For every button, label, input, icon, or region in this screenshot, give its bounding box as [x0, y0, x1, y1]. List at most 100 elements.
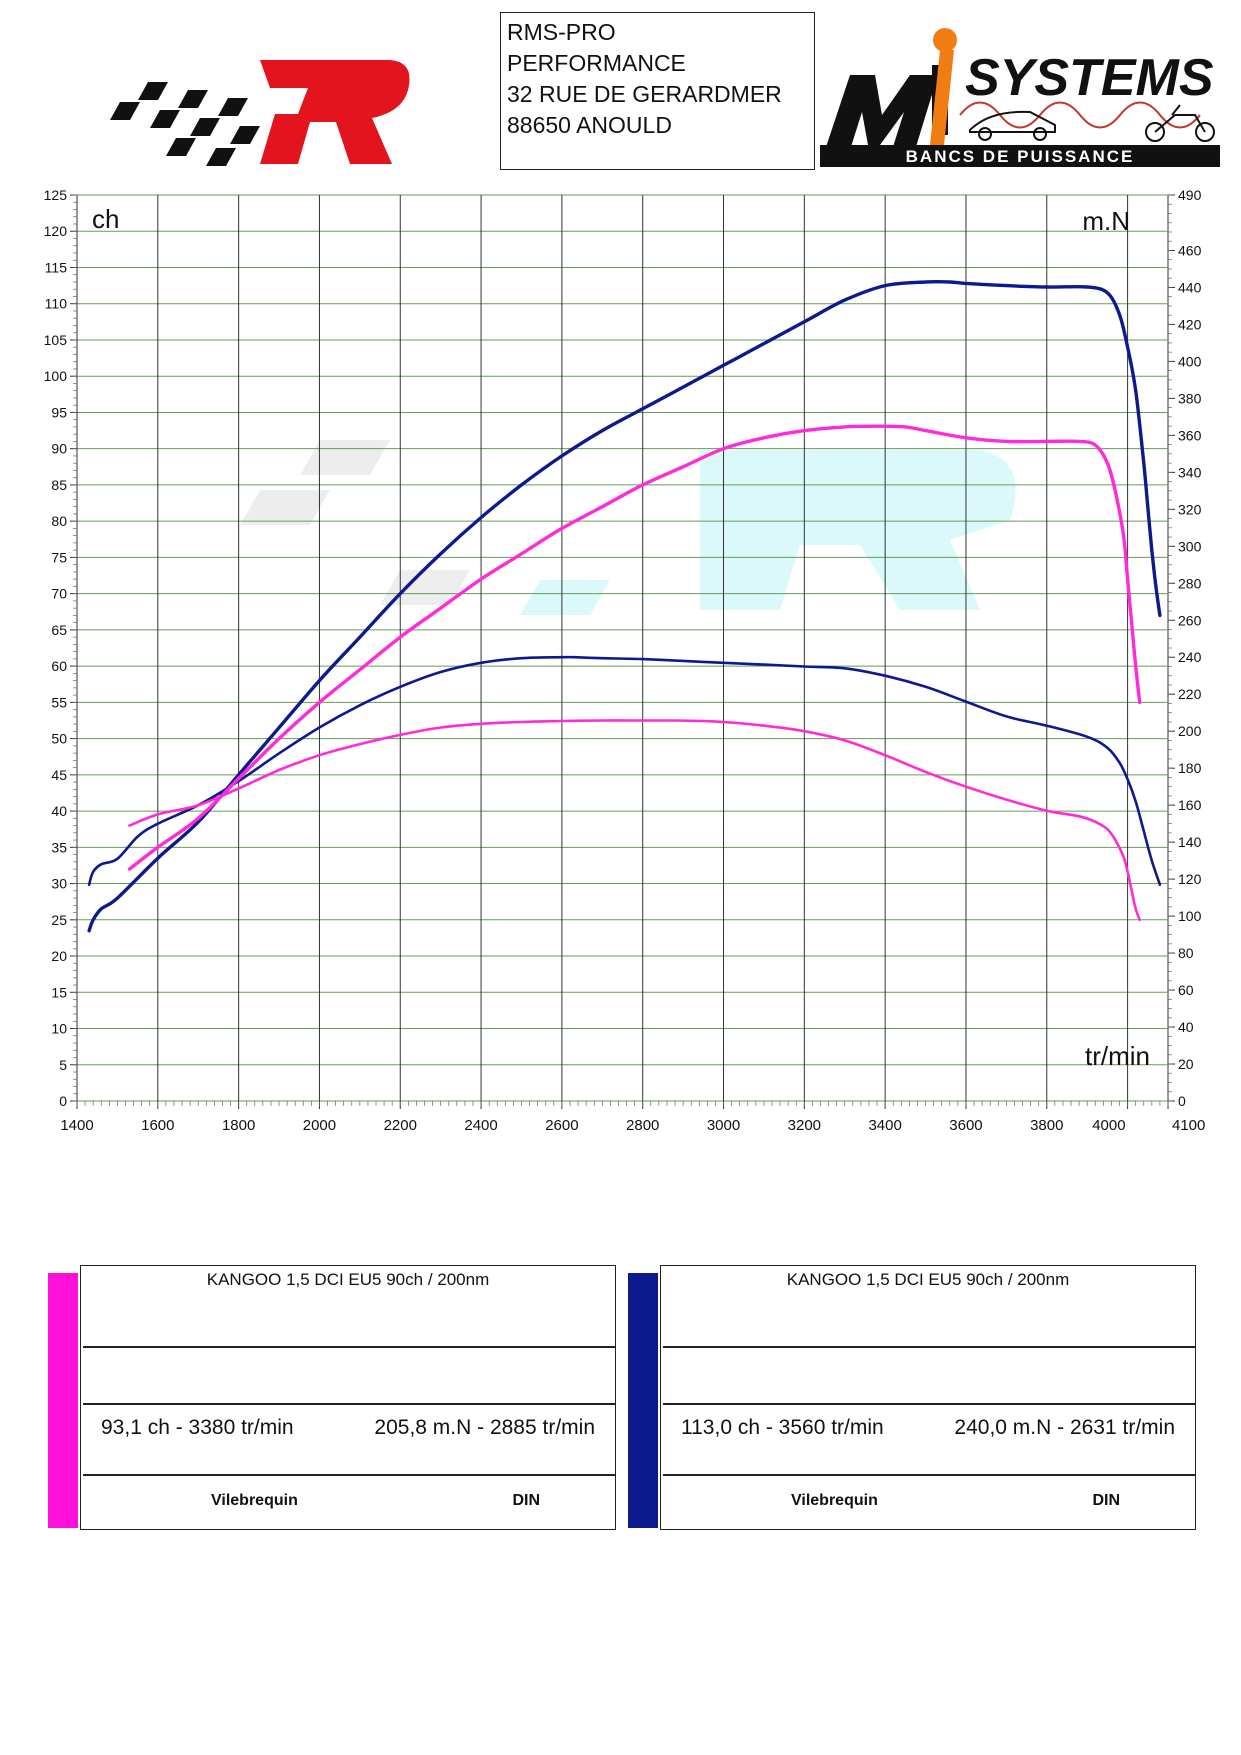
y-left-tick-label: 120: [44, 223, 68, 239]
y-right-tick-label: 280: [1178, 575, 1202, 591]
watermark-logo: [240, 440, 1016, 615]
x-tick-label: 1400: [60, 1117, 93, 1134]
y-left-tick-label: 70: [51, 586, 67, 602]
y-left-tick-label: 40: [51, 803, 67, 819]
card-divider: [83, 1474, 615, 1476]
y-right-tick-label: 220: [1178, 686, 1202, 702]
x-unit-label: tr/min: [1085, 1041, 1150, 1071]
y-left-tick-label: 110: [45, 296, 68, 312]
y-left-tick-label: 30: [51, 876, 67, 892]
y-right-tick-label: 140: [1178, 834, 1202, 850]
address-line-4: 88650 ANOULD: [507, 112, 672, 138]
x-tick-label: 1600: [141, 1117, 174, 1134]
y-left-tick-label: 15: [51, 984, 67, 1000]
y-right-tick-label: 400: [1178, 353, 1202, 369]
card-power-value: 113,0 ch - 3560 tr/min: [681, 1416, 884, 1439]
y-left-tick-label: 105: [44, 332, 68, 348]
red-r-icon: [260, 60, 410, 164]
y-left-tick-label: 0: [59, 1093, 67, 1109]
misystems-logo: SYSTEMS BANCS DE PUISSANCE: [820, 28, 1220, 167]
i-dot-icon: [933, 28, 957, 52]
x-tick-label: 3200: [788, 1117, 821, 1134]
y-right-tick-label: 340: [1178, 464, 1202, 480]
y-right-tick-label: 0: [1178, 1093, 1186, 1109]
card-torque-value: 205,8 m.N - 2885 tr/min: [374, 1416, 595, 1439]
x-tick-label: 3800: [1030, 1117, 1063, 1134]
series-line-pink-torque: [128, 719, 1141, 922]
y-left-tick-label: 115: [45, 259, 68, 275]
card-torque-value: 240,0 m.N - 2631 tr/min: [954, 1416, 1175, 1439]
card-divider: [83, 1403, 615, 1405]
y-right-tick-label: 320: [1178, 501, 1202, 517]
x-tick-label: 4100: [1172, 1117, 1205, 1134]
card-norm: DIN: [512, 1492, 540, 1509]
y-left-tick-label: 65: [51, 622, 67, 638]
y-left-tick-label: 95: [51, 404, 67, 420]
x-tick-label: 2400: [464, 1117, 497, 1134]
card-measure-type: Vilebrequin: [211, 1492, 298, 1509]
address-line-2: PERFORMANCE: [507, 50, 686, 76]
x-tick-label: 2000: [303, 1117, 336, 1134]
y-left-tick-label: 20: [51, 948, 67, 964]
y-left-tick-label: 90: [51, 441, 67, 457]
y-right-tick-label: 260: [1178, 612, 1202, 628]
rms-checkered-r-logo: [110, 60, 410, 166]
address-line-3: 32 RUE DE GERARDMER: [507, 81, 782, 107]
series-line-pink-power: [127, 424, 1142, 871]
y-right-tick-label: 60: [1178, 982, 1194, 998]
y-left-tick-label: 100: [44, 368, 68, 384]
x-tick-label: 2200: [384, 1117, 417, 1134]
y-right-tick-label: 180: [1178, 760, 1202, 776]
series-line-navy-torque: [87, 655, 1162, 886]
info-card-navy: KANGOO 1,5 DCI EU5 90ch / 200nm 113,0 ch…: [628, 1265, 1198, 1533]
y-left-tick-label: 60: [51, 658, 67, 674]
y-right-tick-label: 240: [1178, 649, 1202, 665]
y-right-tick-label: 420: [1178, 316, 1202, 332]
dyno-chart: 0 5 10 15 20 25 30 35 40 45 50 55 60 65 70 75 80 85 90 95 10…: [44, 187, 1206, 1134]
x-tick-label: 3000: [707, 1117, 740, 1134]
card-title: KANGOO 1,5 DCI EU5 90ch / 200nm: [206, 1270, 490, 1289]
y-right-tick-label: 490: [1178, 187, 1202, 203]
y-right-tick-label: 120: [1178, 871, 1202, 887]
card-norm: DIN: [1092, 1492, 1120, 1509]
chart-grid: [76, 194, 1169, 1102]
y-right-tick-label: 160: [1178, 797, 1202, 813]
card-color-swatch: [48, 1273, 78, 1528]
x-tick-label: 2800: [626, 1117, 659, 1134]
i-stroke-icon: [930, 50, 954, 145]
y-left-tick-label: 50: [51, 731, 67, 747]
x-tick-label: 3600: [949, 1117, 982, 1134]
card-divider: [663, 1403, 1195, 1405]
card-divider: [663, 1474, 1195, 1476]
card-frame: KANGOO 1,5 DCI EU5 90ch / 200nm 93,1 ch …: [80, 1265, 616, 1530]
y-left-tick-label: 55: [51, 694, 67, 710]
card-title: KANGOO 1,5 DCI EU5 90ch / 200nm: [786, 1270, 1070, 1289]
y-right-tick-label: 40: [1178, 1019, 1194, 1035]
y-right-tick-label: 440: [1178, 279, 1202, 295]
y-left-tick-label: 45: [51, 767, 67, 783]
car-icon: [969, 110, 1056, 141]
y-right-tick-label: 80: [1178, 945, 1194, 961]
x-tick-label: 4000: [1092, 1117, 1125, 1134]
chart-series: [87, 279, 1162, 933]
y-left-tick-label: 85: [51, 477, 67, 493]
y-left-tick-label: 125: [44, 187, 68, 203]
sub-text: BANCS DE PUISSANCE: [906, 147, 1135, 166]
card-divider: [83, 1346, 615, 1348]
y-left-tick-label: 5: [59, 1057, 67, 1073]
y-right-tick-label: 460: [1178, 242, 1202, 258]
checkered-flag-icon: [110, 82, 260, 166]
y-right-tick-label: 300: [1178, 538, 1202, 554]
address-line-1: RMS-PRO: [507, 19, 616, 45]
y-left-unit-label: ch: [92, 204, 119, 234]
card-divider: [663, 1346, 1195, 1348]
y-left-tick-label: 75: [51, 549, 67, 565]
y-right-tick-label: 380: [1178, 390, 1202, 406]
y-left-tick-label: 10: [51, 1021, 67, 1037]
chart-axes: 0 5 10 15 20 25 30 35 40 45 50 55 60 65 70 75 80 85 90 95 10…: [44, 187, 1206, 1134]
motorbike-icon: [1145, 104, 1215, 142]
y-right-tick-label: 20: [1178, 1056, 1194, 1072]
x-tick-label: 1800: [222, 1117, 255, 1134]
y-left-tick-label: 80: [51, 513, 67, 529]
y-right-tick-label: 200: [1178, 723, 1202, 739]
